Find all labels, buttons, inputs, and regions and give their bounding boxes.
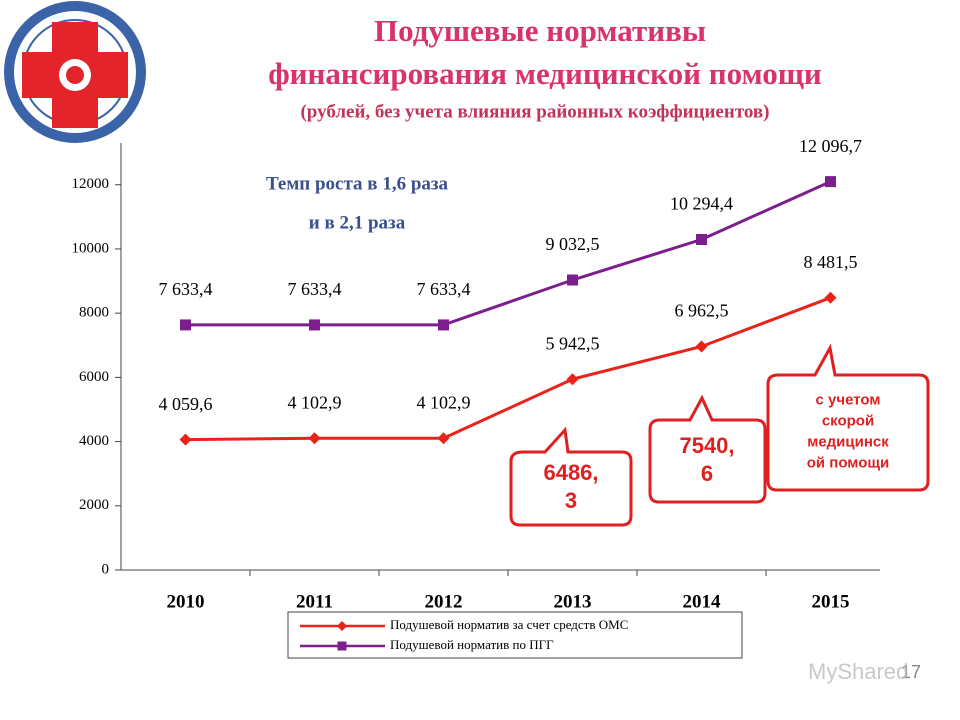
x-tick-label: 2012 <box>425 591 463 612</box>
y-tick-label: 8000 <box>79 305 109 321</box>
callout-text: скорой <box>822 412 874 429</box>
y-tick-label: 12000 <box>72 176 110 192</box>
point <box>180 319 191 331</box>
data-label: 7 633,4 <box>159 279 213 299</box>
point <box>695 340 708 353</box>
y-tick-label: 10000 <box>72 240 110 256</box>
point <box>438 319 449 331</box>
data-label: 5 942,5 <box>546 333 600 353</box>
legend-label: Подушевой норматив по ПГГ <box>390 637 554 652</box>
data-label: 10 294,4 <box>670 194 733 214</box>
point <box>824 291 837 304</box>
data-label: 12 096,7 <box>799 136 862 156</box>
callout <box>509 343 930 527</box>
legend: Подушевой норматив за счет средств ОМС По… <box>287 611 743 659</box>
x-tick-label: 2011 <box>296 591 333 612</box>
data-label: 7 633,4 <box>417 279 471 299</box>
point <box>437 432 450 445</box>
legend-marker <box>337 641 347 651</box>
data-label: 4 102,9 <box>288 392 342 412</box>
x-tick-label: 2013 <box>554 591 592 612</box>
y-tick-label: 2000 <box>79 497 109 513</box>
point <box>825 176 836 188</box>
callout-text: ой помощи <box>807 454 890 471</box>
data-label: 4 102,9 <box>417 392 471 412</box>
point <box>567 274 578 286</box>
legend-box <box>287 611 743 659</box>
point <box>566 373 579 386</box>
callout-text: с учетом <box>816 391 881 408</box>
y-tick-label: 4000 <box>79 433 109 449</box>
callout-text: 7540, <box>679 433 734 458</box>
annotation: Темп роста в 1,6 раза <box>266 173 449 194</box>
y-tick-label: 6000 <box>79 369 109 385</box>
callout-text: 3 <box>565 488 577 513</box>
series-line <box>185 296 832 442</box>
logo <box>4 1 146 143</box>
callout-text: 6486, <box>543 460 598 485</box>
legend-label: Подушевой норматив за счет средств ОМС <box>390 617 628 632</box>
subtitle: (рублей, без учета влияния районных коэф… <box>300 101 769 122</box>
annotation: и в 2,1 раза <box>309 212 406 233</box>
x-tick-label: 2010 <box>167 591 205 612</box>
callout-text: медицинск <box>807 433 889 450</box>
point <box>696 233 707 245</box>
data-label: 8 481,5 <box>804 252 858 272</box>
data-label: 4 059,6 <box>159 394 213 414</box>
series-line <box>185 180 832 327</box>
data-label: 7 633,4 <box>288 279 342 299</box>
watermark: MyShared <box>808 659 908 684</box>
y-tick-label: 0 <box>102 561 110 577</box>
point <box>179 433 192 446</box>
data-label: 6 962,5 <box>675 301 729 321</box>
callout-text: 6 <box>701 461 713 486</box>
x-tick-label: 2015 <box>812 591 850 612</box>
legend-marker <box>337 621 347 631</box>
point <box>308 432 321 445</box>
page-number: 17 <box>901 662 921 682</box>
title-line: Подушевые нормативы <box>374 13 706 48</box>
x-tick-label: 2014 <box>683 591 722 612</box>
title-line: финансирования медицинской помощи <box>268 56 822 91</box>
point <box>309 319 320 331</box>
data-label: 9 032,5 <box>546 234 600 254</box>
